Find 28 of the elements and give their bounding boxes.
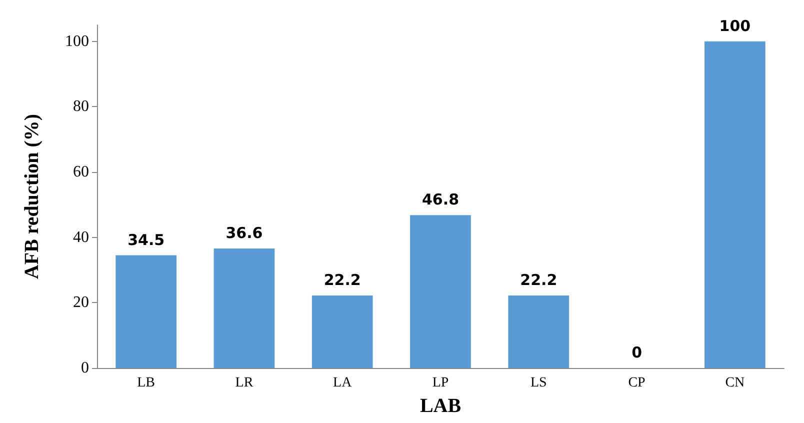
bar	[116, 255, 176, 368]
x-axis-title: LAB	[420, 395, 462, 417]
data-label: 36.6	[226, 224, 263, 242]
data-label: 34.5	[128, 230, 165, 249]
x-tick-label: CP	[628, 376, 646, 390]
bar	[704, 41, 766, 368]
data-label: 22.2	[520, 270, 558, 289]
y-tick-label: 20	[73, 294, 89, 312]
x-tick-label: CN	[725, 376, 745, 390]
y-axis-title: AFB reduction (%)	[21, 114, 43, 280]
y-tick-label: 80	[73, 98, 89, 116]
bar	[410, 215, 471, 368]
bar	[312, 295, 373, 368]
y-tick-label: 60	[73, 164, 89, 180]
bar	[508, 295, 570, 368]
data-label: 22.2	[324, 270, 361, 289]
data-label: 46.8	[422, 190, 460, 209]
data-label: 100	[719, 16, 751, 35]
y-tick-label: 100	[65, 32, 89, 50]
bar	[214, 248, 275, 368]
x-tick-label: LS	[530, 376, 547, 390]
y-tick-label: 0	[81, 360, 89, 376]
x-tick-label: LB	[137, 376, 156, 390]
x-tick-label: LA	[333, 376, 353, 390]
y-tick-label: 40	[73, 228, 89, 246]
x-tick-label: LR	[235, 376, 254, 390]
x-tick-label: LP	[432, 376, 449, 390]
data-label: 0	[632, 344, 642, 362]
